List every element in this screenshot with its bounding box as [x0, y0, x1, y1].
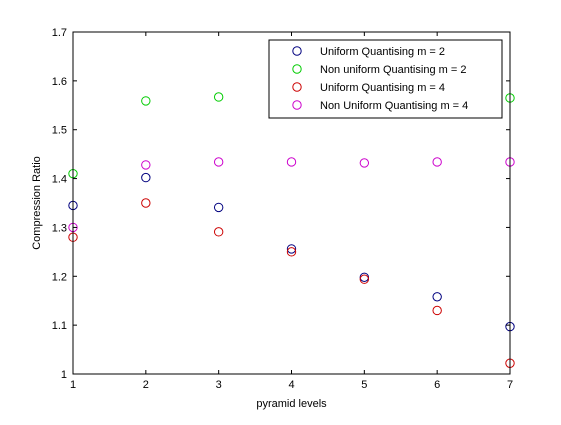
data-point	[432, 292, 442, 302]
legend: Uniform Quantising m = 2 Non uniform Quan…	[268, 39, 503, 119]
x-tick-label: 2	[143, 379, 149, 391]
data-point	[213, 157, 224, 167]
legend-entry: Uniform Quantising m = 4	[292, 82, 445, 94]
data-point	[286, 244, 297, 254]
series-1	[68, 172, 515, 332]
x-tick-label: 6	[434, 379, 440, 391]
y-tick-label: 1.5	[52, 125, 67, 137]
legend-label: Non Uniform Quantising m = 4	[320, 100, 468, 112]
y-tick-label: 1.3	[52, 222, 67, 234]
legend-label: Uniform Quantising m = 4	[320, 82, 445, 94]
data-point	[141, 160, 151, 170]
legend-entries: Uniform Quantising m = 2 Non uniform Quan…	[292, 46, 468, 112]
data-point	[141, 172, 151, 183]
data-point	[141, 96, 151, 106]
legend-entry: Non uniform Quantising m = 2	[292, 64, 466, 76]
x-axis-ticks: 1 2 3 4 5 6 7	[70, 32, 513, 391]
legend-label: Uniform Quantising m = 2	[320, 46, 445, 58]
data-point	[213, 202, 224, 213]
data-point	[213, 227, 224, 237]
data-point	[213, 92, 224, 102]
legend-entry: Uniform Quantising m = 2	[292, 46, 445, 58]
data-point	[432, 305, 442, 316]
x-tick-label: 4	[288, 379, 294, 391]
legend-marker	[292, 46, 302, 56]
data-point	[359, 274, 370, 284]
data-point	[359, 158, 370, 168]
x-tick-label: 7	[507, 379, 513, 391]
y-tick-label: 1.1	[52, 320, 67, 332]
legend-marker	[292, 82, 302, 92]
data-point	[432, 157, 442, 167]
legend-marker	[292, 100, 302, 110]
x-tick-label: 3	[216, 379, 222, 391]
legend-entry: Non Uniform Quantising m = 4	[292, 100, 468, 112]
legend-marker	[292, 64, 302, 74]
y-tick-label: 1.2	[52, 271, 67, 283]
x-axis-label: pyramid levels	[256, 398, 327, 410]
data-point	[286, 157, 297, 167]
y-axis-label: Compression Ratio	[31, 156, 43, 250]
x-tick-label: 5	[361, 379, 367, 391]
y-tick-label: 1.7	[52, 27, 67, 39]
y-tick-label: 1	[61, 369, 67, 381]
data-point	[141, 198, 151, 208]
legend-box	[268, 39, 503, 119]
legend-label: Non uniform Quantising m = 2	[320, 64, 466, 76]
y-axis-ticks: 1 1.1 1.2 1.3 1.4 1.5 1.6 1.7	[52, 27, 510, 381]
y-tick-label: 1.4	[52, 174, 67, 186]
data-point	[286, 247, 297, 257]
y-tick-label: 1.6	[52, 76, 67, 88]
x-tick-label: 1	[70, 379, 76, 391]
